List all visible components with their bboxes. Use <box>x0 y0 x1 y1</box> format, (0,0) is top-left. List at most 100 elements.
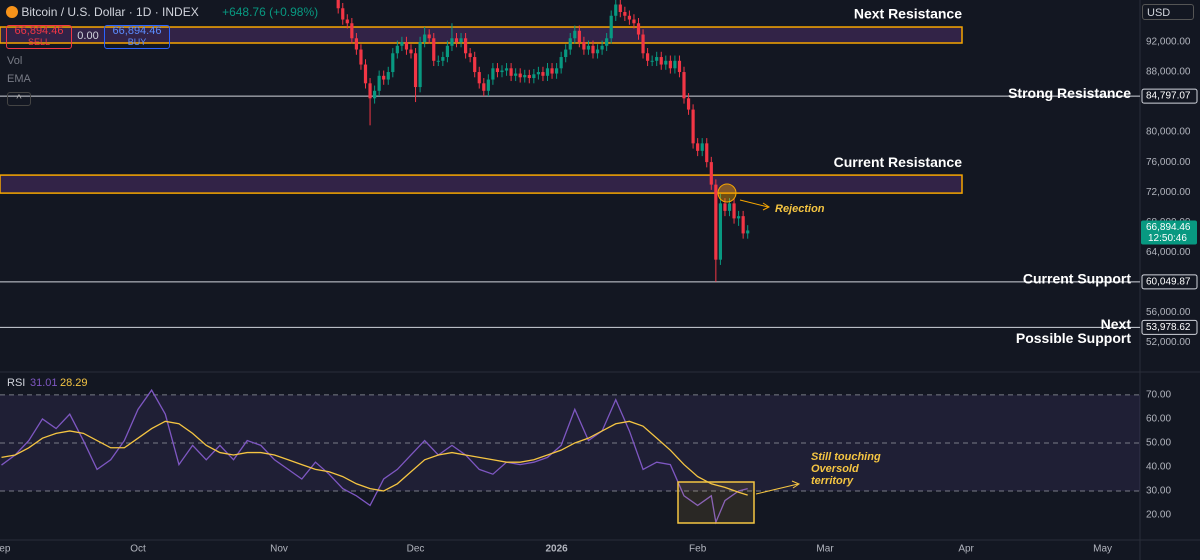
arrow-head <box>791 480 801 489</box>
y-tick-label: 56,000.00 <box>1146 307 1191 318</box>
candle-body <box>373 90 377 99</box>
candle-body <box>354 38 358 50</box>
countdown: 12:50:46 <box>1148 233 1187 244</box>
candle-body <box>391 53 395 73</box>
candle-body <box>395 45 399 54</box>
price-change: +648.76 (+0.98%) <box>222 5 319 19</box>
candle-body <box>627 15 631 20</box>
x-tick-label: Apr <box>958 544 974 555</box>
candle-body <box>691 109 695 144</box>
candle-body <box>450 38 454 46</box>
candle-body <box>632 19 636 24</box>
candle-body <box>677 60 682 73</box>
candle-body <box>363 64 368 84</box>
y-tick-label: 76,000.00 <box>1146 157 1191 168</box>
currency-select[interactable]: USD <box>1142 4 1194 20</box>
symbol-header: Bitcoin / U.S. Dollar · 1D · INDEX +648.… <box>6 5 318 19</box>
candle-body <box>527 75 531 79</box>
candle-body <box>664 60 668 65</box>
spread: 0.00 <box>77 30 99 42</box>
candle-body <box>418 42 422 88</box>
candle-body <box>700 143 704 151</box>
candle-body <box>500 70 504 73</box>
candle-body <box>737 216 741 219</box>
collapse-button[interactable]: ^ <box>7 92 31 106</box>
buy-label: BUY <box>127 37 147 47</box>
rsi-line <box>1 420 748 496</box>
y-tick-label: 50.00 <box>1146 438 1171 449</box>
candle-body <box>709 162 713 185</box>
rejection-marker <box>717 183 737 203</box>
candle-body <box>573 30 577 39</box>
candle-body <box>582 42 586 50</box>
rsi-value: 28.29 <box>60 377 88 389</box>
annotation: Oversold <box>811 463 859 475</box>
candle-body <box>655 57 659 61</box>
candle-body <box>718 203 722 260</box>
candle-body <box>441 57 445 61</box>
vol-indicator[interactable]: Vol <box>7 55 23 67</box>
level-label: Next <box>1101 316 1132 332</box>
candle-body <box>696 143 700 151</box>
x-tick-label: Nov <box>270 544 288 555</box>
candle-body <box>623 12 627 16</box>
x-tick-label: Sep <box>0 544 11 555</box>
candle-body <box>614 4 618 16</box>
x-tick-label: Dec <box>407 544 425 555</box>
candle-body <box>409 49 413 54</box>
level-tag <box>1141 274 1198 290</box>
candle-body <box>686 98 691 110</box>
zone-label: Current Resistance <box>834 154 963 170</box>
candle-body <box>545 68 550 76</box>
candle-body <box>350 23 354 39</box>
rsi-title: RSI <box>7 377 25 389</box>
candle-body <box>555 68 559 74</box>
candle-body <box>591 45 595 54</box>
candle-body <box>368 83 372 99</box>
candle-body <box>514 73 518 76</box>
annotation: Rejection <box>775 203 825 215</box>
candle-body <box>423 34 427 43</box>
candle-body <box>482 83 486 91</box>
candle-body <box>445 45 449 58</box>
y-tick-label: 52,000.00 <box>1146 337 1191 348</box>
candle-body <box>682 72 686 99</box>
sell-button[interactable]: 66,894.46 SELL <box>6 25 72 49</box>
candle-body <box>518 73 522 78</box>
annotation: territory <box>811 475 854 487</box>
candle-body <box>541 72 545 76</box>
candle-body <box>468 53 472 58</box>
candle-body <box>577 30 581 43</box>
candle-body <box>609 15 613 39</box>
candle-body <box>377 75 381 91</box>
buy-price: 66,894.46 <box>112 25 162 37</box>
ema-indicator[interactable]: EMA <box>7 73 31 85</box>
candle-body <box>382 75 386 80</box>
candle-body <box>568 38 572 50</box>
candle-body <box>536 72 540 75</box>
candle-body <box>495 68 500 73</box>
candle-body <box>464 38 468 54</box>
candle-body <box>336 0 340 9</box>
level-price: 53,978.62 <box>1146 322 1191 333</box>
x-tick-label: 2026 <box>545 544 568 555</box>
candle-body <box>477 72 481 84</box>
candle-body <box>341 8 345 20</box>
sell-label: SELL <box>27 37 51 47</box>
candle-body <box>473 57 477 73</box>
y-tick-label: 92,000.00 <box>1146 37 1191 48</box>
candle-body <box>386 72 390 80</box>
candle-body <box>746 230 750 234</box>
candle-body <box>486 79 490 91</box>
candle-body <box>459 38 463 43</box>
y-tick-label: 30.00 <box>1146 486 1171 497</box>
candle-body <box>636 23 641 35</box>
buy-button[interactable]: 66,894.46 BUY <box>104 25 170 49</box>
annotation-arrow <box>739 199 769 208</box>
candle-body <box>714 184 718 260</box>
candle-body <box>727 203 732 211</box>
level-price: 84,797.07 <box>1146 91 1191 102</box>
candle-body <box>432 38 436 61</box>
candle-body <box>650 60 654 62</box>
